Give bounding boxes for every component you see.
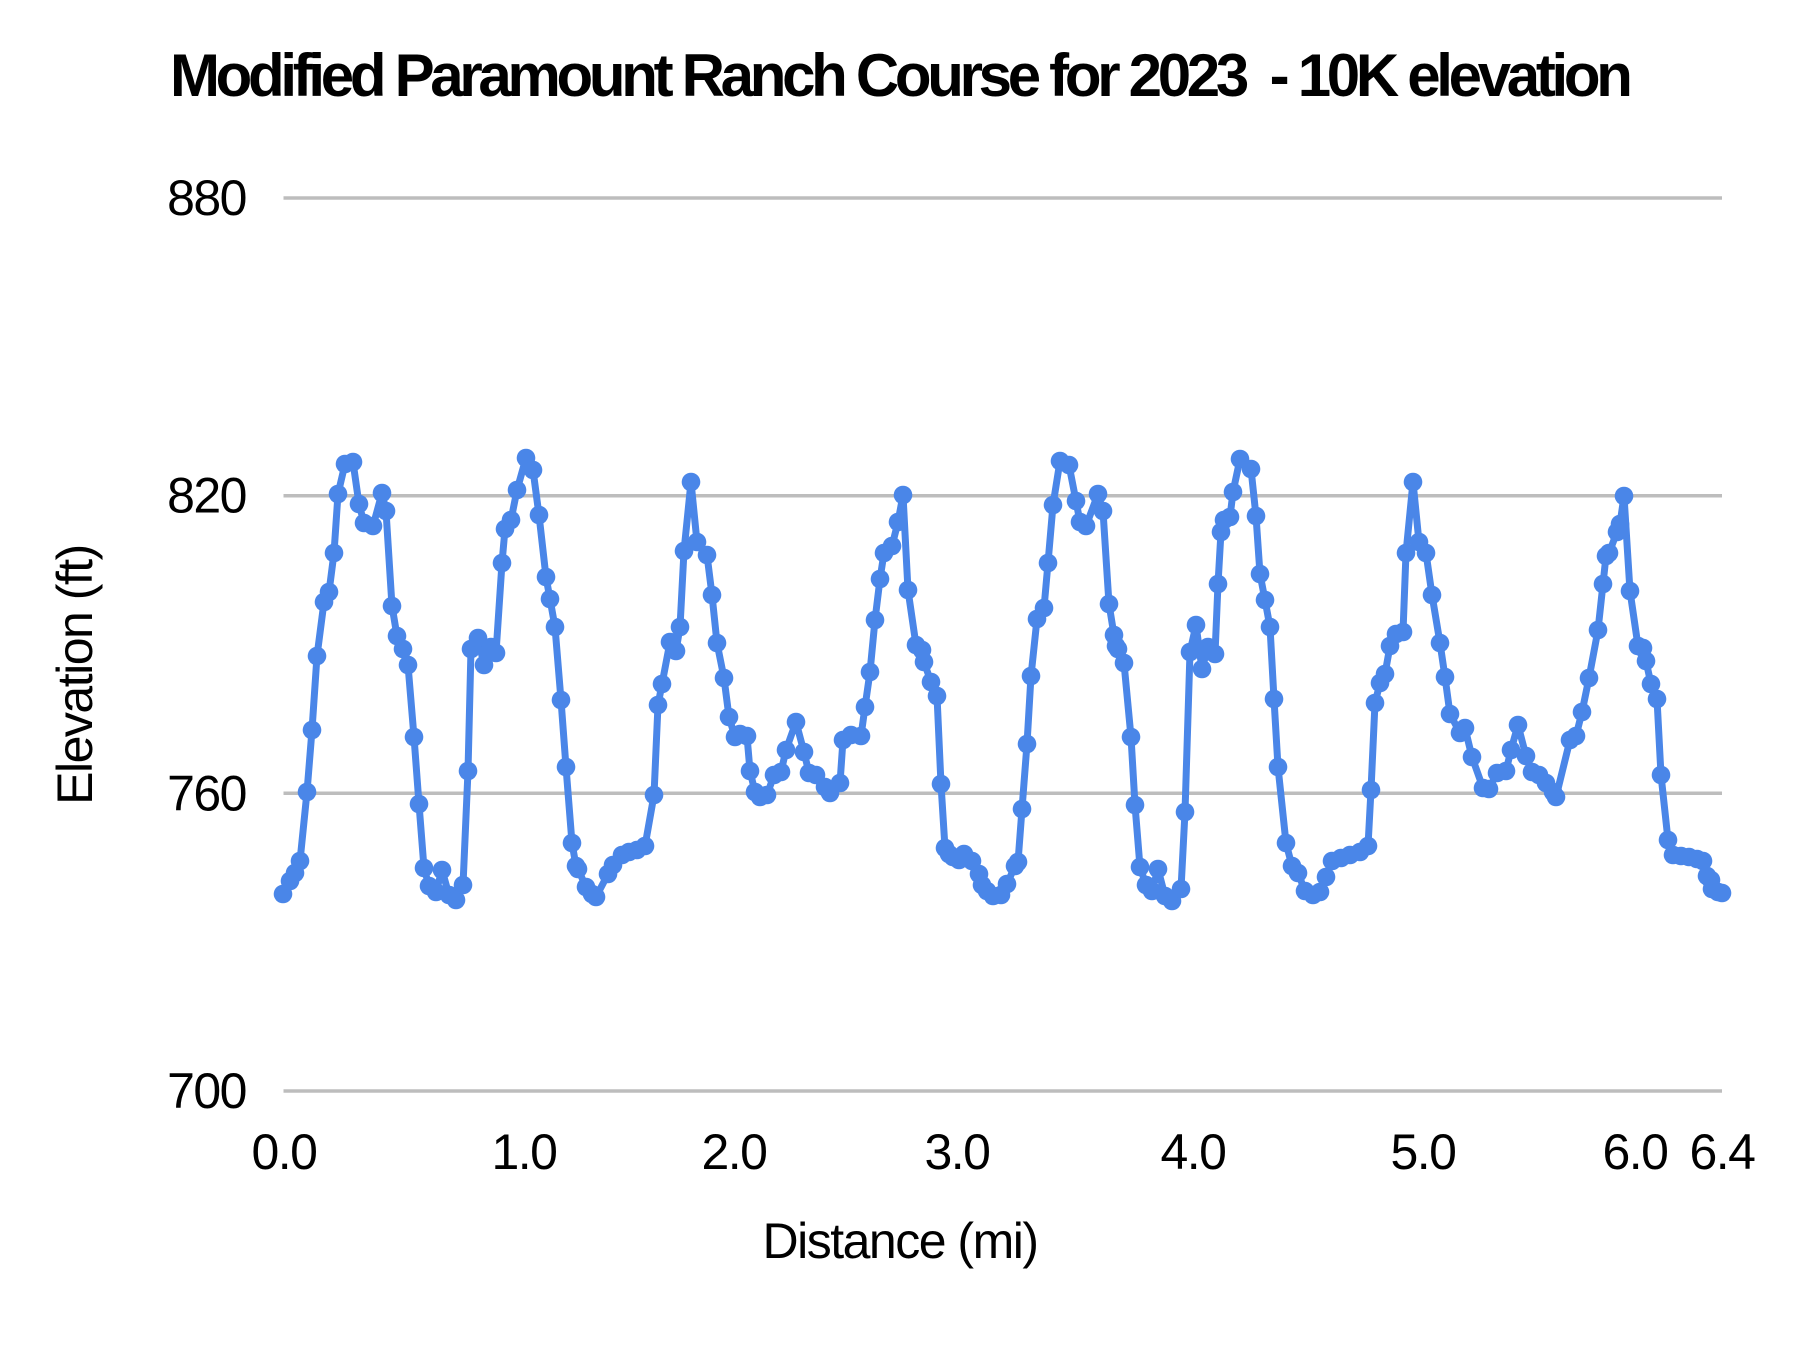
svg-text:700: 700 (167, 1063, 246, 1119)
svg-text:Elevation (ft): Elevation (ft) (47, 545, 103, 805)
svg-text:6.4: 6.4 (1689, 1124, 1755, 1180)
svg-text:1.0: 1.0 (491, 1124, 556, 1180)
svg-text:Distance (mi): Distance (mi) (763, 1213, 1038, 1269)
svg-text:6.0: 6.0 (1602, 1124, 1667, 1180)
svg-text:820: 820 (167, 468, 246, 524)
svg-text:0.0: 0.0 (251, 1124, 316, 1180)
svg-text:760: 760 (167, 765, 246, 821)
svg-text:5.0: 5.0 (1390, 1124, 1455, 1180)
svg-text:880: 880 (167, 170, 246, 226)
svg-text:4.0: 4.0 (1160, 1124, 1225, 1180)
svg-text:3.0: 3.0 (924, 1124, 989, 1180)
svg-text:2.0: 2.0 (701, 1124, 766, 1180)
svg-text:Modified Paramount Ranch Cours: Modified Paramount Ranch Course for 2023… (170, 42, 1629, 109)
